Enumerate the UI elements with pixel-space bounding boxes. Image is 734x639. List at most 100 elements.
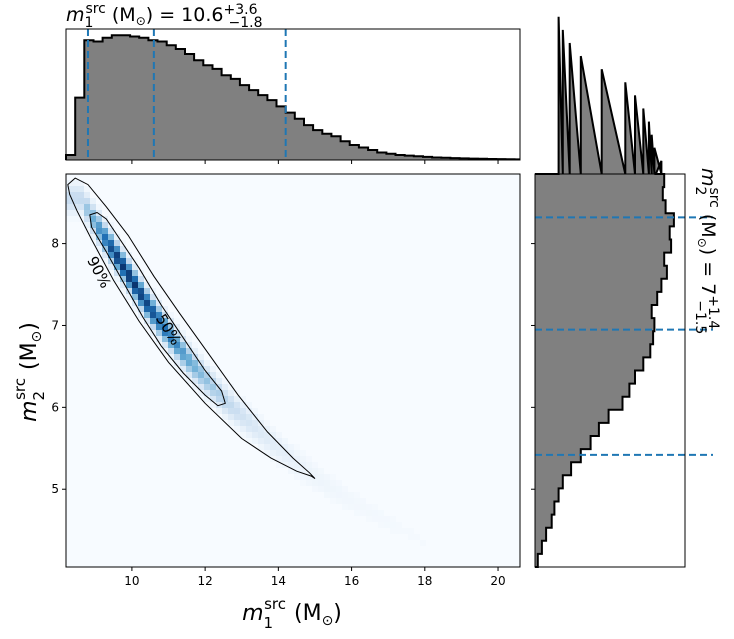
- density-cell: [144, 324, 150, 330]
- density-cell: [360, 504, 366, 510]
- density-cell: [270, 432, 276, 438]
- density-cell: [384, 522, 390, 528]
- m1-histogram-outline: [65, 34, 520, 161]
- density-cell: [96, 246, 102, 252]
- density-cell: [240, 408, 246, 414]
- density-cell: [228, 402, 234, 408]
- density-cell: [336, 492, 342, 498]
- density-cell: [174, 348, 180, 354]
- density-cell: [372, 516, 378, 522]
- density-cell: [132, 270, 138, 276]
- density-cell: [228, 414, 234, 420]
- density-cell: [114, 234, 120, 240]
- density-cell: [120, 282, 126, 288]
- density-cell: [90, 198, 96, 204]
- x-tick-label: 14: [271, 574, 286, 588]
- density-cell: [390, 516, 396, 522]
- density-cell: [276, 432, 282, 438]
- density-cell: [198, 384, 204, 390]
- density-cell: [204, 366, 210, 372]
- density-cell: [300, 468, 306, 474]
- density-cell: [186, 336, 192, 342]
- density-cell: [84, 198, 90, 204]
- density-cell: [96, 204, 102, 210]
- density-cell: [306, 474, 312, 480]
- density-cell: [144, 312, 150, 318]
- density-cell: [96, 210, 102, 216]
- density-cell: [132, 276, 138, 282]
- density-cell: [84, 186, 90, 192]
- density-cell: [228, 396, 234, 402]
- density-cell: [300, 456, 306, 462]
- density-cell: [192, 354, 198, 360]
- density-cell: [342, 492, 348, 498]
- density-cell: [180, 372, 186, 378]
- m1-histogram-fill: [66, 35, 520, 161]
- density-cell: [312, 468, 318, 474]
- density-cell: [342, 504, 348, 510]
- density-cell: [234, 420, 240, 426]
- density-cell: [138, 282, 144, 288]
- density-cell: [150, 294, 156, 300]
- density-cell: [132, 282, 138, 288]
- density-cell: [408, 528, 414, 534]
- density-cell: [138, 312, 144, 318]
- density-cell: [150, 300, 156, 306]
- density-cell: [378, 516, 384, 522]
- density-cell: [240, 414, 246, 420]
- density-cell: [78, 180, 84, 186]
- density-cell: [108, 264, 114, 270]
- density-cell: [144, 306, 150, 312]
- density-cell: [306, 480, 312, 486]
- density-cell: [204, 360, 210, 366]
- density-cell: [294, 450, 300, 456]
- density-cell: [84, 222, 90, 228]
- density-cell: [120, 276, 126, 282]
- density-cell: [144, 294, 150, 300]
- contour-90-line: [67, 177, 316, 480]
- density-cell: [354, 492, 360, 498]
- joint-plot-background: [66, 174, 520, 567]
- density-cell: [228, 420, 234, 426]
- density-cell: [258, 438, 264, 444]
- density-cell: [276, 456, 282, 462]
- density-cell: [216, 408, 222, 414]
- density-cell: [234, 426, 240, 432]
- density-cell: [366, 504, 372, 510]
- density-cell: [162, 330, 168, 336]
- density-cell: [72, 180, 78, 186]
- density-cell: [216, 378, 222, 384]
- density-cell: [126, 270, 132, 276]
- density-cell: [198, 366, 204, 372]
- density-cell: [72, 192, 78, 198]
- density-cell: [204, 378, 210, 384]
- density-cell: [330, 474, 336, 480]
- density-cell: [324, 474, 330, 480]
- density-cell: [138, 300, 144, 306]
- density-cell: [120, 258, 126, 264]
- density-cell: [252, 426, 258, 432]
- top-plot-frame: [65, 28, 521, 161]
- density-cell: [288, 450, 294, 456]
- density-cell: [108, 246, 114, 252]
- density-cell: [150, 324, 156, 330]
- density-cell: [210, 372, 216, 378]
- right-y-ticks: [531, 243, 535, 490]
- density-cell: [168, 330, 174, 336]
- density-cell: [162, 318, 168, 324]
- density-cell: [96, 234, 102, 240]
- density-cell: [162, 306, 168, 312]
- density-cell: [366, 510, 372, 516]
- density-cell: [150, 306, 156, 312]
- density-cell: [276, 438, 282, 444]
- density-cell: [360, 498, 366, 504]
- density-cell: [288, 444, 294, 450]
- density-cell: [192, 360, 198, 366]
- density-cell: [264, 438, 270, 444]
- density-cell: [132, 294, 138, 300]
- density-cell: [402, 528, 408, 534]
- density-cell: [180, 336, 186, 342]
- density-cell: [258, 414, 264, 420]
- density-cell: [252, 420, 258, 426]
- top-x-ticks: [131, 160, 499, 164]
